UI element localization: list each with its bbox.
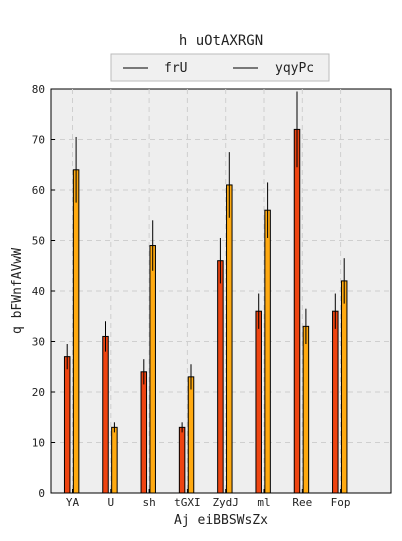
bar-frU-U <box>102 335 109 494</box>
x-tick-label: tGXI <box>174 496 201 509</box>
legend-label-yqyPc: yqyPc <box>275 61 314 76</box>
bar-yqyPc-tGXI <box>187 376 195 494</box>
bar-yqyPc-Ree <box>302 325 310 494</box>
x-axis-label: Aj eiBBSWsZx <box>174 513 268 528</box>
y-tick-label: 40 <box>32 285 45 298</box>
y-axis-ticks: 0 10 20 30 40 50 60 70 80 <box>32 83 55 500</box>
x-tick-label: Ree <box>292 496 312 509</box>
chart-title: h uOtAXRGN <box>179 33 263 49</box>
bar-frU-YA <box>63 356 71 494</box>
y-tick-label: 50 <box>32 235 45 248</box>
bar-yqyPc-sh <box>149 245 156 494</box>
bar-frU-Ree <box>293 128 301 494</box>
x-tick-label: Fop <box>331 496 351 509</box>
y-tick-label: 80 <box>32 83 45 96</box>
x-tick-label: sh <box>142 496 155 509</box>
y-tick-label: 20 <box>32 386 45 399</box>
y-tick-label: 70 <box>32 134 45 147</box>
bar-frU-Fop <box>332 310 339 494</box>
error-bars <box>66 91 345 433</box>
bar-frU-ZydJ <box>217 260 224 494</box>
bar-frU-sh <box>140 371 148 494</box>
y-tick-label: 60 <box>32 184 45 197</box>
x-tick-label: ml <box>257 496 270 509</box>
bar-yqyPc-ZydJ <box>226 184 233 494</box>
bar-yqyPc-U <box>111 426 118 494</box>
bar-frU-tGXI <box>178 426 186 494</box>
bar-frU-ml <box>255 310 262 494</box>
y-axis-label: q bFWnfAVwW <box>10 248 25 334</box>
x-tick-label: ZydJ <box>212 496 239 509</box>
legend: frU yqyPc <box>110 53 330 82</box>
x-tick-label: YA <box>66 496 80 509</box>
y-tick-label: 30 <box>32 336 45 349</box>
bar-yqyPc-Fop <box>340 280 348 494</box>
y-tick-label: 10 <box>32 437 45 450</box>
legend-label-frU: frU <box>164 61 187 76</box>
bar-yqyPc-YA <box>72 169 80 494</box>
bar-yqyPc-ml <box>264 209 271 494</box>
y-tick-label: 0 <box>38 487 45 500</box>
x-tick-label: U <box>107 496 114 509</box>
